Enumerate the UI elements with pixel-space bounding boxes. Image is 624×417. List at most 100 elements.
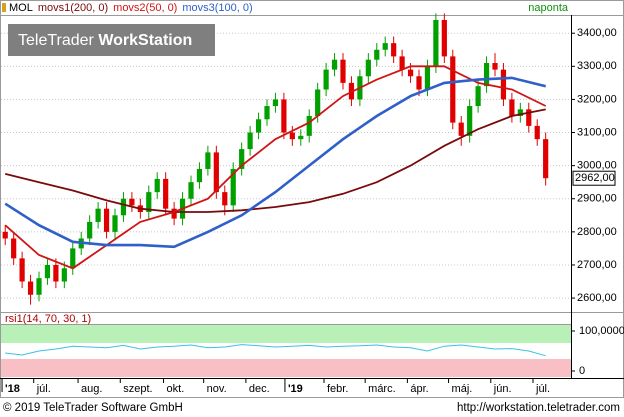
candle-body: [475, 86, 481, 107]
candle-body: [483, 63, 490, 87]
y-tick-label: 100,0000: [579, 325, 624, 337]
candle-body: [103, 208, 110, 232]
candle-body: [11, 238, 17, 259]
last-price-box: [572, 170, 616, 186]
candle-body: [500, 69, 507, 100]
candle-body: [281, 99, 287, 133]
y-tick-label: 3300,00: [577, 60, 617, 72]
candle-body: [87, 221, 93, 239]
symbol-label: MOL: [9, 2, 33, 14]
moving-average: [4, 108, 546, 213]
rsi-band: [1, 325, 571, 343]
legend-entry: movs1(200, 0): [38, 2, 108, 14]
candle-body: [95, 208, 101, 222]
candle-body: [239, 149, 245, 169]
x-tick-label: márc.: [368, 383, 396, 395]
candle-body: [154, 178, 160, 193]
candle-body: [53, 264, 59, 282]
candle-body: [247, 132, 253, 150]
rsi-line: [5, 344, 546, 357]
candle-body: [213, 152, 219, 193]
x-tick-label: júl.: [36, 383, 51, 395]
time-axis-labels: '18 júl. aug. szept. okt. nov. dec. '19 febr. már…: [1, 378, 550, 395]
logo-box: [8, 24, 215, 56]
rsi-title: rsi1(14, 70, 30, 1): [5, 313, 91, 325]
candle-body: [146, 192, 152, 212]
x-tick-label: júl.: [535, 383, 550, 395]
x-tick-label: jún.: [493, 383, 512, 395]
rsi-band: [1, 359, 571, 377]
logo: TeleTrader WorkStation: [8, 24, 215, 56]
candle-body: [467, 106, 473, 136]
candle-body: [44, 264, 51, 279]
y-tick-label: 3000,00: [577, 160, 617, 172]
candle-body: [433, 19, 439, 67]
candle-body: [340, 59, 346, 83]
candle-body: [374, 49, 380, 60]
candle-body: [458, 122, 464, 136]
candle-body: [543, 139, 549, 179]
candle-body: [289, 132, 295, 140]
candle-body: [331, 59, 338, 70]
x-tick-label: '18: [5, 383, 20, 395]
y-tick-label: 3400,00: [577, 27, 617, 39]
candle-body: [526, 109, 532, 126]
candle-body: [129, 198, 135, 206]
logo-part: WorkStation: [98, 32, 192, 49]
y-tick-label: 2900,00: [577, 193, 617, 205]
period-label: naponta: [528, 2, 569, 14]
candle-body: [391, 43, 397, 57]
y-tick-label: 0: [579, 365, 585, 377]
copyright: © 2019 TeleTrader Software GmbH: [3, 402, 183, 414]
candle-body: [230, 168, 236, 206]
candle-body: [382, 43, 388, 50]
legend-entry: movs3(100, 0): [182, 2, 252, 14]
candle-body: [61, 268, 67, 282]
candle-body: [19, 258, 25, 282]
candle-body: [188, 182, 194, 199]
logo-text: TeleTrader WorkStation: [18, 32, 192, 49]
legend-entry: movs2(50, 0): [113, 2, 177, 14]
candle-body: [27, 281, 34, 295]
candle-body: [306, 115, 312, 136]
candle-body: [509, 99, 515, 116]
candle-body: [315, 89, 321, 116]
y-tick-label: 2700,00: [577, 259, 617, 271]
moving-average: [4, 65, 547, 270]
y-tick-label: 2600,00: [577, 292, 617, 304]
candle-body: [399, 56, 405, 70]
candle-body: [120, 198, 127, 216]
candle-body: [492, 63, 498, 70]
x-tick-label: szept.: [123, 383, 152, 395]
candle-body: [70, 248, 76, 269]
candle-body: [171, 208, 177, 219]
price-plot: [1, 13, 571, 305]
candle-body: [441, 19, 447, 57]
x-tick-label: máj.: [452, 383, 473, 395]
candle-body: [163, 178, 169, 209]
candle-body: [2, 231, 8, 239]
x-tick-label: aug.: [81, 383, 102, 395]
y-tick-label: 2800,00: [577, 226, 617, 238]
moving-average: [4, 76, 547, 249]
rsi-plot: [1, 325, 571, 377]
candle-body: [255, 119, 262, 133]
candle-body: [222, 192, 228, 206]
candle-body: [450, 56, 456, 123]
candle-body: [416, 76, 422, 90]
candle-body: [264, 106, 270, 120]
candle-body: [365, 59, 371, 77]
y-tick-label: 3200,00: [577, 93, 617, 105]
x-tick-label: dec.: [249, 383, 270, 395]
candle-body: [196, 168, 203, 183]
candle-body: [517, 109, 523, 116]
candle-body: [407, 69, 414, 77]
x-tick-label: okt.: [167, 383, 185, 395]
footer-url: http://workstation.teletrader.com: [457, 402, 620, 414]
candle-body: [272, 99, 279, 107]
candle-body: [424, 66, 431, 90]
candle-body: [205, 152, 211, 169]
candle-body: [298, 135, 304, 140]
candle-body: [323, 69, 329, 90]
candle-body: [112, 215, 118, 232]
